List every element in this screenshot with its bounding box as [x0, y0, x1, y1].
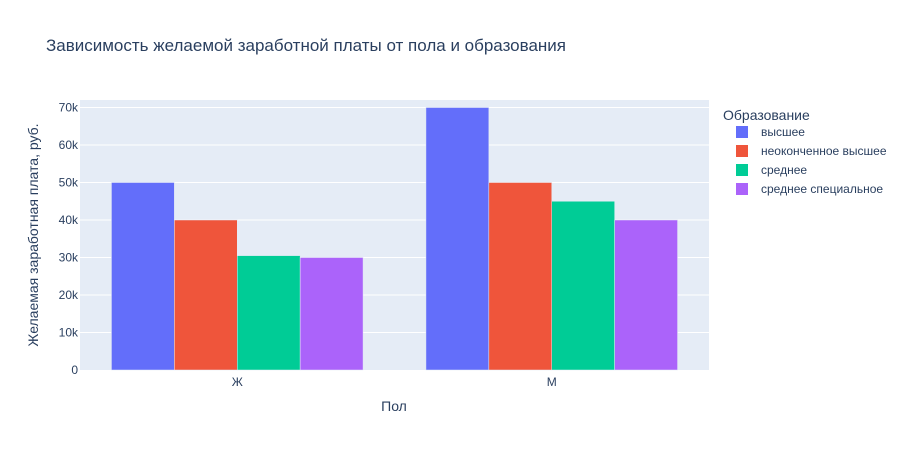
y-tick-label: 20k — [59, 288, 79, 302]
legend-item-label[interactable]: неоконченное высшее — [761, 144, 887, 158]
y-axis-title: Желаемая заработная плата, руб. — [25, 123, 41, 346]
x-tick-label: Ж — [232, 375, 243, 389]
y-tick-label: 50k — [59, 176, 79, 190]
legend-item-label[interactable]: среднее специальное — [761, 182, 883, 196]
y-tick-label: 30k — [59, 251, 79, 265]
legend-title: Образование — [723, 107, 810, 123]
y-tick-label: 10k — [59, 326, 79, 340]
legend[interactable]: высшее неоконченное высшее среднее среднее … — [736, 125, 887, 196]
chart-title: Зависимость желаемой заработной платы от… — [46, 36, 566, 55]
bar[interactable] — [614, 219, 678, 371]
bar[interactable] — [425, 107, 490, 371]
x-axis-title: Пол — [381, 398, 407, 414]
bars — [111, 107, 678, 371]
legend-swatch[interactable] — [736, 164, 748, 176]
bar[interactable] — [299, 257, 364, 371]
bar[interactable] — [174, 219, 238, 371]
bar[interactable] — [488, 182, 553, 371]
bar[interactable] — [237, 255, 301, 371]
legend-swatch[interactable] — [736, 126, 748, 138]
legend-item-label[interactable]: среднее — [761, 163, 807, 177]
bar[interactable] — [111, 182, 175, 371]
bar[interactable] — [551, 201, 615, 371]
x-tick-label: М — [547, 375, 557, 389]
y-tick-label: 40k — [59, 213, 79, 227]
legend-item-label[interactable]: высшее — [761, 125, 805, 139]
legend-swatch[interactable] — [736, 183, 748, 195]
y-tick-label: 0 — [71, 363, 78, 377]
y-axis-ticks: 0 10k 20k 30k 40k 50k 60k 70k — [59, 101, 79, 378]
legend-swatch[interactable] — [736, 145, 748, 157]
y-tick-label: 70k — [59, 101, 79, 115]
y-tick-label: 60k — [59, 138, 79, 152]
